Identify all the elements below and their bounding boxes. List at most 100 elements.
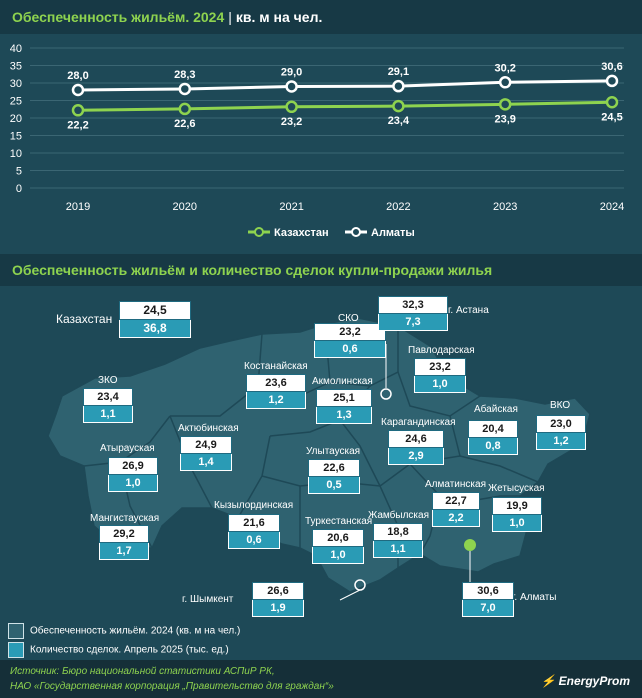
data-label: 23,9 [494,113,515,125]
astana-marker [380,388,392,400]
data-point [285,100,298,114]
region-box-almaty-reg: 22,7 2,2 [432,492,480,527]
region-housing-sko: 23,2 [314,323,386,341]
data-point [178,82,192,96]
region-housing-ulytau: 22,6 [308,459,360,477]
region-housing-kyzylorda: 21,6 [228,514,280,532]
y-tick-label: 25 [10,96,22,108]
region-box-almaty-city: 30,6 7,0 [462,582,514,617]
border-line [83,415,171,467]
y-tick-label: 35 [10,61,22,73]
region-label-shymkent: г. Шымкент [182,594,234,605]
region-housing-aktobe: 24,9 [180,436,232,454]
map-header: Обеспеченность жильём и количество сдело… [0,254,642,286]
y-tick-label: 15 [10,131,22,143]
data-label: 22,6 [174,118,195,130]
region-box-zhetysu: 19,9 1,0 [492,497,542,532]
region-label-pavlodar: Павлодарская [408,345,475,356]
data-point [71,83,85,97]
region-deals-kyzylorda: 0,6 [228,532,280,549]
border-line [397,371,481,417]
data-point [71,104,85,117]
region-label-kostanay: Костанайская [244,361,308,372]
region-box-atyrau: 26,9 1,0 [108,457,158,492]
region-label-kyzylorda: Кызылординская [214,500,294,511]
region-housing-zhambyl: 18,8 [373,523,423,541]
region-deals-abai: 0,8 [468,438,518,455]
region-deals-sko: 0,6 [314,341,386,358]
region-deals-zhetysu: 1,0 [492,515,542,532]
region-housing-shymkent: 26,6 [252,582,304,600]
country-deals: 36,8 [119,320,191,338]
region-label-turkestan: Туркестанская [305,516,373,527]
region-deals-atyrau: 1,0 [108,475,158,492]
data-label: 30,2 [494,62,515,74]
region-box-sko: 23,2 0,6 [314,323,386,358]
region-label-karaganda: Карагандинская [381,417,456,428]
region-label-aktobe: Актюбинская [178,423,239,434]
region-deals-zhambyl: 1,1 [373,541,423,558]
region-box-kyzylorda: 21,6 0,6 [228,514,280,549]
region-deals-almaty-reg: 2,2 [432,510,480,527]
line-chart: 0 5 10 15 20 25 30 35 40 2019 2020 2021 2022 2023 2024… [10,43,624,239]
region-box-ulytau: 22,6 0,5 [308,459,360,494]
country-values: 24,5 36,8 [119,301,191,338]
legend-deals-swatch [8,642,24,658]
region-label-almaty-city: г. Алматы [512,592,557,603]
legend-label-0: Казахстан [274,227,329,239]
region-label-zhambyl: Жамбылская [368,510,429,521]
region-deals-ulytau: 0,5 [308,477,360,494]
region-housing-atyrau: 26,9 [108,457,158,475]
legend-housing-text: Обеспеченность жильём. 2024 (кв. м на че… [30,625,241,637]
brand-text: EnergyProm [558,674,630,688]
chart-title-text: Обеспеченность жильём. 2024 [12,9,225,25]
region-housing-astana: 32,3 [378,296,448,314]
data-label: 28,3 [174,69,195,81]
series-line-1 [77,79,613,92]
legend-label-1: Алматы [371,227,415,239]
country-housing: 24,5 [119,301,191,320]
region-deals-zko: 1,1 [83,406,133,423]
border-line [339,419,381,487]
lightning-icon: ⚡ [540,674,556,688]
region-label-astana: г. Астана [448,305,489,316]
region-box-pavlodar: 23,2 1,0 [414,358,466,393]
legend-housing-swatch [8,623,24,639]
data-label: 23,2 [281,116,302,128]
data-point [605,74,619,88]
region-box-zko: 23,4 1,1 [83,388,133,423]
chart-unit: кв. м на чел. [235,9,323,25]
y-tick-label: 20 [10,113,22,125]
legend-deals: Количество сделок. Апрель 2025 (тыс. ед.… [8,642,229,658]
x-tick-label: 2020 [173,201,197,213]
region-housing-akmola: 25,1 [316,389,372,407]
y-tick-label: 30 [10,78,22,90]
region-deals-akmola: 1,3 [316,407,372,424]
region-deals-karaganda: 2,9 [388,448,444,465]
data-label: 23,4 [388,115,410,127]
legend-housing: Обеспеченность жильём. 2024 (кв. м на че… [8,623,240,639]
region-deals-pavlodar: 1,0 [414,376,466,393]
region-housing-turkestan: 20,6 [312,529,364,547]
data-label: 22,2 [67,119,88,131]
data-point [392,99,405,113]
region-housing-vko: 23,0 [536,415,586,433]
region-label-almaty-reg: Алматинская [425,479,486,490]
region-housing-zhetysu: 19,9 [492,497,542,515]
data-point [392,79,405,93]
legend-deals-text: Количество сделок. Апрель 2025 (тыс. ед.… [30,644,229,656]
country-label: Казахстан [56,312,113,326]
region-deals-aktobe: 1,4 [180,454,232,471]
data-label: 30,6 [601,61,622,73]
region-box-mangystau: 29,2 1,7 [99,525,149,560]
region-label-mangystau: Мангистауская [90,513,160,524]
region-box-shymkent: 26,6 1,9 [252,582,304,617]
region-label-zko: ЗКО [98,375,118,386]
x-tick-label: 2022 [386,201,410,213]
legend-marker-1 [351,227,361,237]
region-deals-shymkent: 1,9 [252,600,304,617]
region-housing-kostanay: 23,6 [246,374,306,392]
region-label-abai: Абайская [474,404,518,415]
data-label: 29,1 [388,66,409,78]
y-tick-label: 10 [10,148,22,160]
